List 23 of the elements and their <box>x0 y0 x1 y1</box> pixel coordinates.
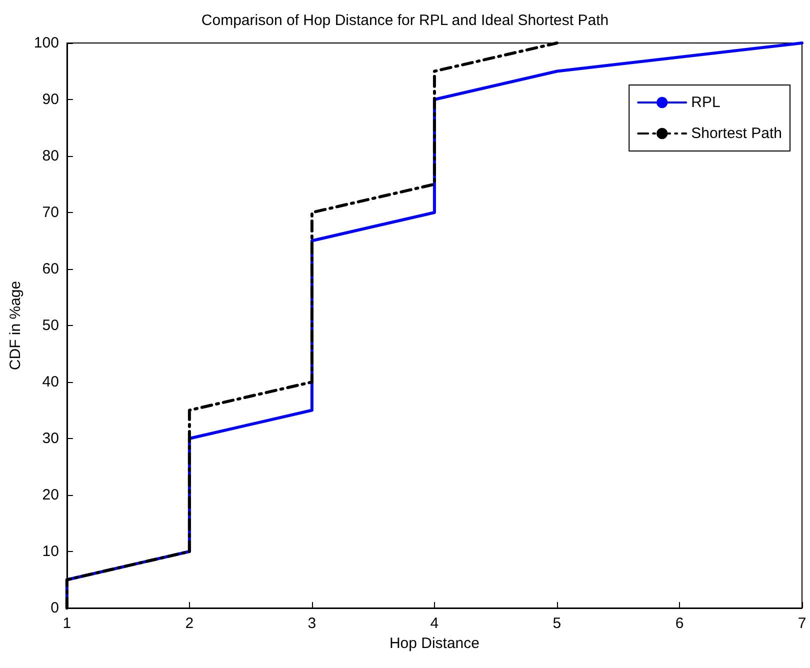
x-tick-label: 3 <box>308 615 316 632</box>
x-axis-title: Hop Distance <box>389 635 480 652</box>
y-tick-label: 10 <box>42 543 59 560</box>
y-tick-label: 50 <box>42 317 59 334</box>
chart-title: Comparison of Hop Distance for RPL and Ideal Shortest Path <box>201 12 609 29</box>
y-tick-label: 90 <box>42 91 59 108</box>
y-tick-label: 70 <box>42 204 59 221</box>
x-tick-label: 5 <box>552 615 562 632</box>
legend-label: RPL <box>691 94 720 111</box>
y-tick-label: 30 <box>42 430 59 447</box>
y-tick-label: 80 <box>42 148 59 164</box>
x-tick-label: 4 <box>430 615 439 632</box>
y-tick-label: 20 <box>42 486 59 504</box>
y-tick-label: 40 <box>42 374 59 390</box>
y-tick-label: 100 <box>34 34 59 52</box>
x-tick-label: 7 <box>798 615 806 632</box>
x-tick-label: 1 <box>62 615 72 632</box>
x-tick-label: 2 <box>185 615 194 632</box>
x-tick-label: 6 <box>675 615 684 632</box>
y-tick-label: 0 <box>50 600 59 616</box>
y-tick-label: 60 <box>42 260 59 278</box>
y-axis-title: CDF in %age <box>7 280 24 370</box>
legend-label: Shortest Path <box>691 125 782 142</box>
